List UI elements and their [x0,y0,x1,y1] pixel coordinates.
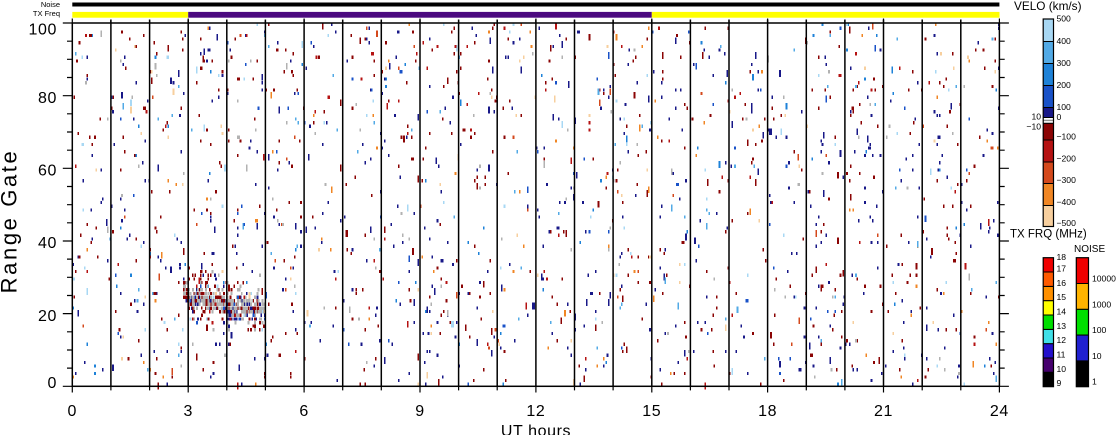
svg-text:10: 10 [1092,351,1102,361]
svg-text:17: 17 [1057,264,1067,274]
svg-text:100: 100 [1092,325,1107,335]
svg-text:9: 9 [415,403,425,420]
svg-text:10: 10 [1057,364,1067,374]
svg-text:14: 14 [1057,307,1067,317]
svg-text:−10: −10 [1026,122,1041,132]
svg-text:Noise: Noise [41,0,60,9]
svg-text:−300: −300 [1057,175,1077,185]
svg-text:11: 11 [1057,350,1066,360]
svg-text:24: 24 [990,403,1009,420]
svg-text:16: 16 [1057,278,1067,288]
svg-text:21: 21 [874,403,893,420]
svg-text:TX FRQ (MHz): TX FRQ (MHz) [1010,229,1087,241]
svg-text:−200: −200 [1057,154,1077,164]
svg-text:200: 200 [1057,80,1072,90]
svg-text:100: 100 [29,21,58,38]
svg-text:1000: 1000 [1092,299,1111,309]
svg-text:0: 0 [1057,112,1062,122]
svg-text:20: 20 [38,308,57,325]
svg-text:300: 300 [1057,58,1072,68]
svg-text:40: 40 [38,235,57,252]
svg-text:13: 13 [1057,321,1067,331]
svg-text:UT hours: UT hours [501,423,571,435]
svg-text:100: 100 [1057,102,1072,112]
svg-text:9: 9 [1057,378,1062,388]
svg-text:−100: −100 [1057,132,1077,142]
svg-text:Range Gate: Range Gate [0,149,22,294]
svg-text:TX Freq: TX Freq [33,9,60,18]
svg-text:60: 60 [38,163,57,180]
svg-text:18: 18 [1057,252,1067,262]
svg-text:0: 0 [68,403,78,420]
svg-text:500: 500 [1057,14,1072,24]
svg-text:80: 80 [38,90,57,107]
svg-text:VELO (km/s): VELO (km/s) [1014,0,1082,13]
svg-text:−500: −500 [1057,218,1077,228]
svg-text:−400: −400 [1057,197,1077,207]
svg-text:NOISE: NOISE [1074,244,1105,255]
svg-text:400: 400 [1057,36,1072,46]
svg-text:12: 12 [1057,335,1067,345]
svg-text:15: 15 [642,403,661,420]
svg-text:1: 1 [1092,377,1097,387]
svg-text:10000: 10000 [1092,274,1116,284]
svg-text:12: 12 [526,403,545,420]
svg-text:10: 10 [1031,112,1041,122]
svg-text:18: 18 [758,403,777,420]
svg-text:6: 6 [299,403,309,420]
svg-text:3: 3 [183,403,193,420]
svg-text:0: 0 [48,375,58,392]
svg-text:15: 15 [1057,292,1067,302]
